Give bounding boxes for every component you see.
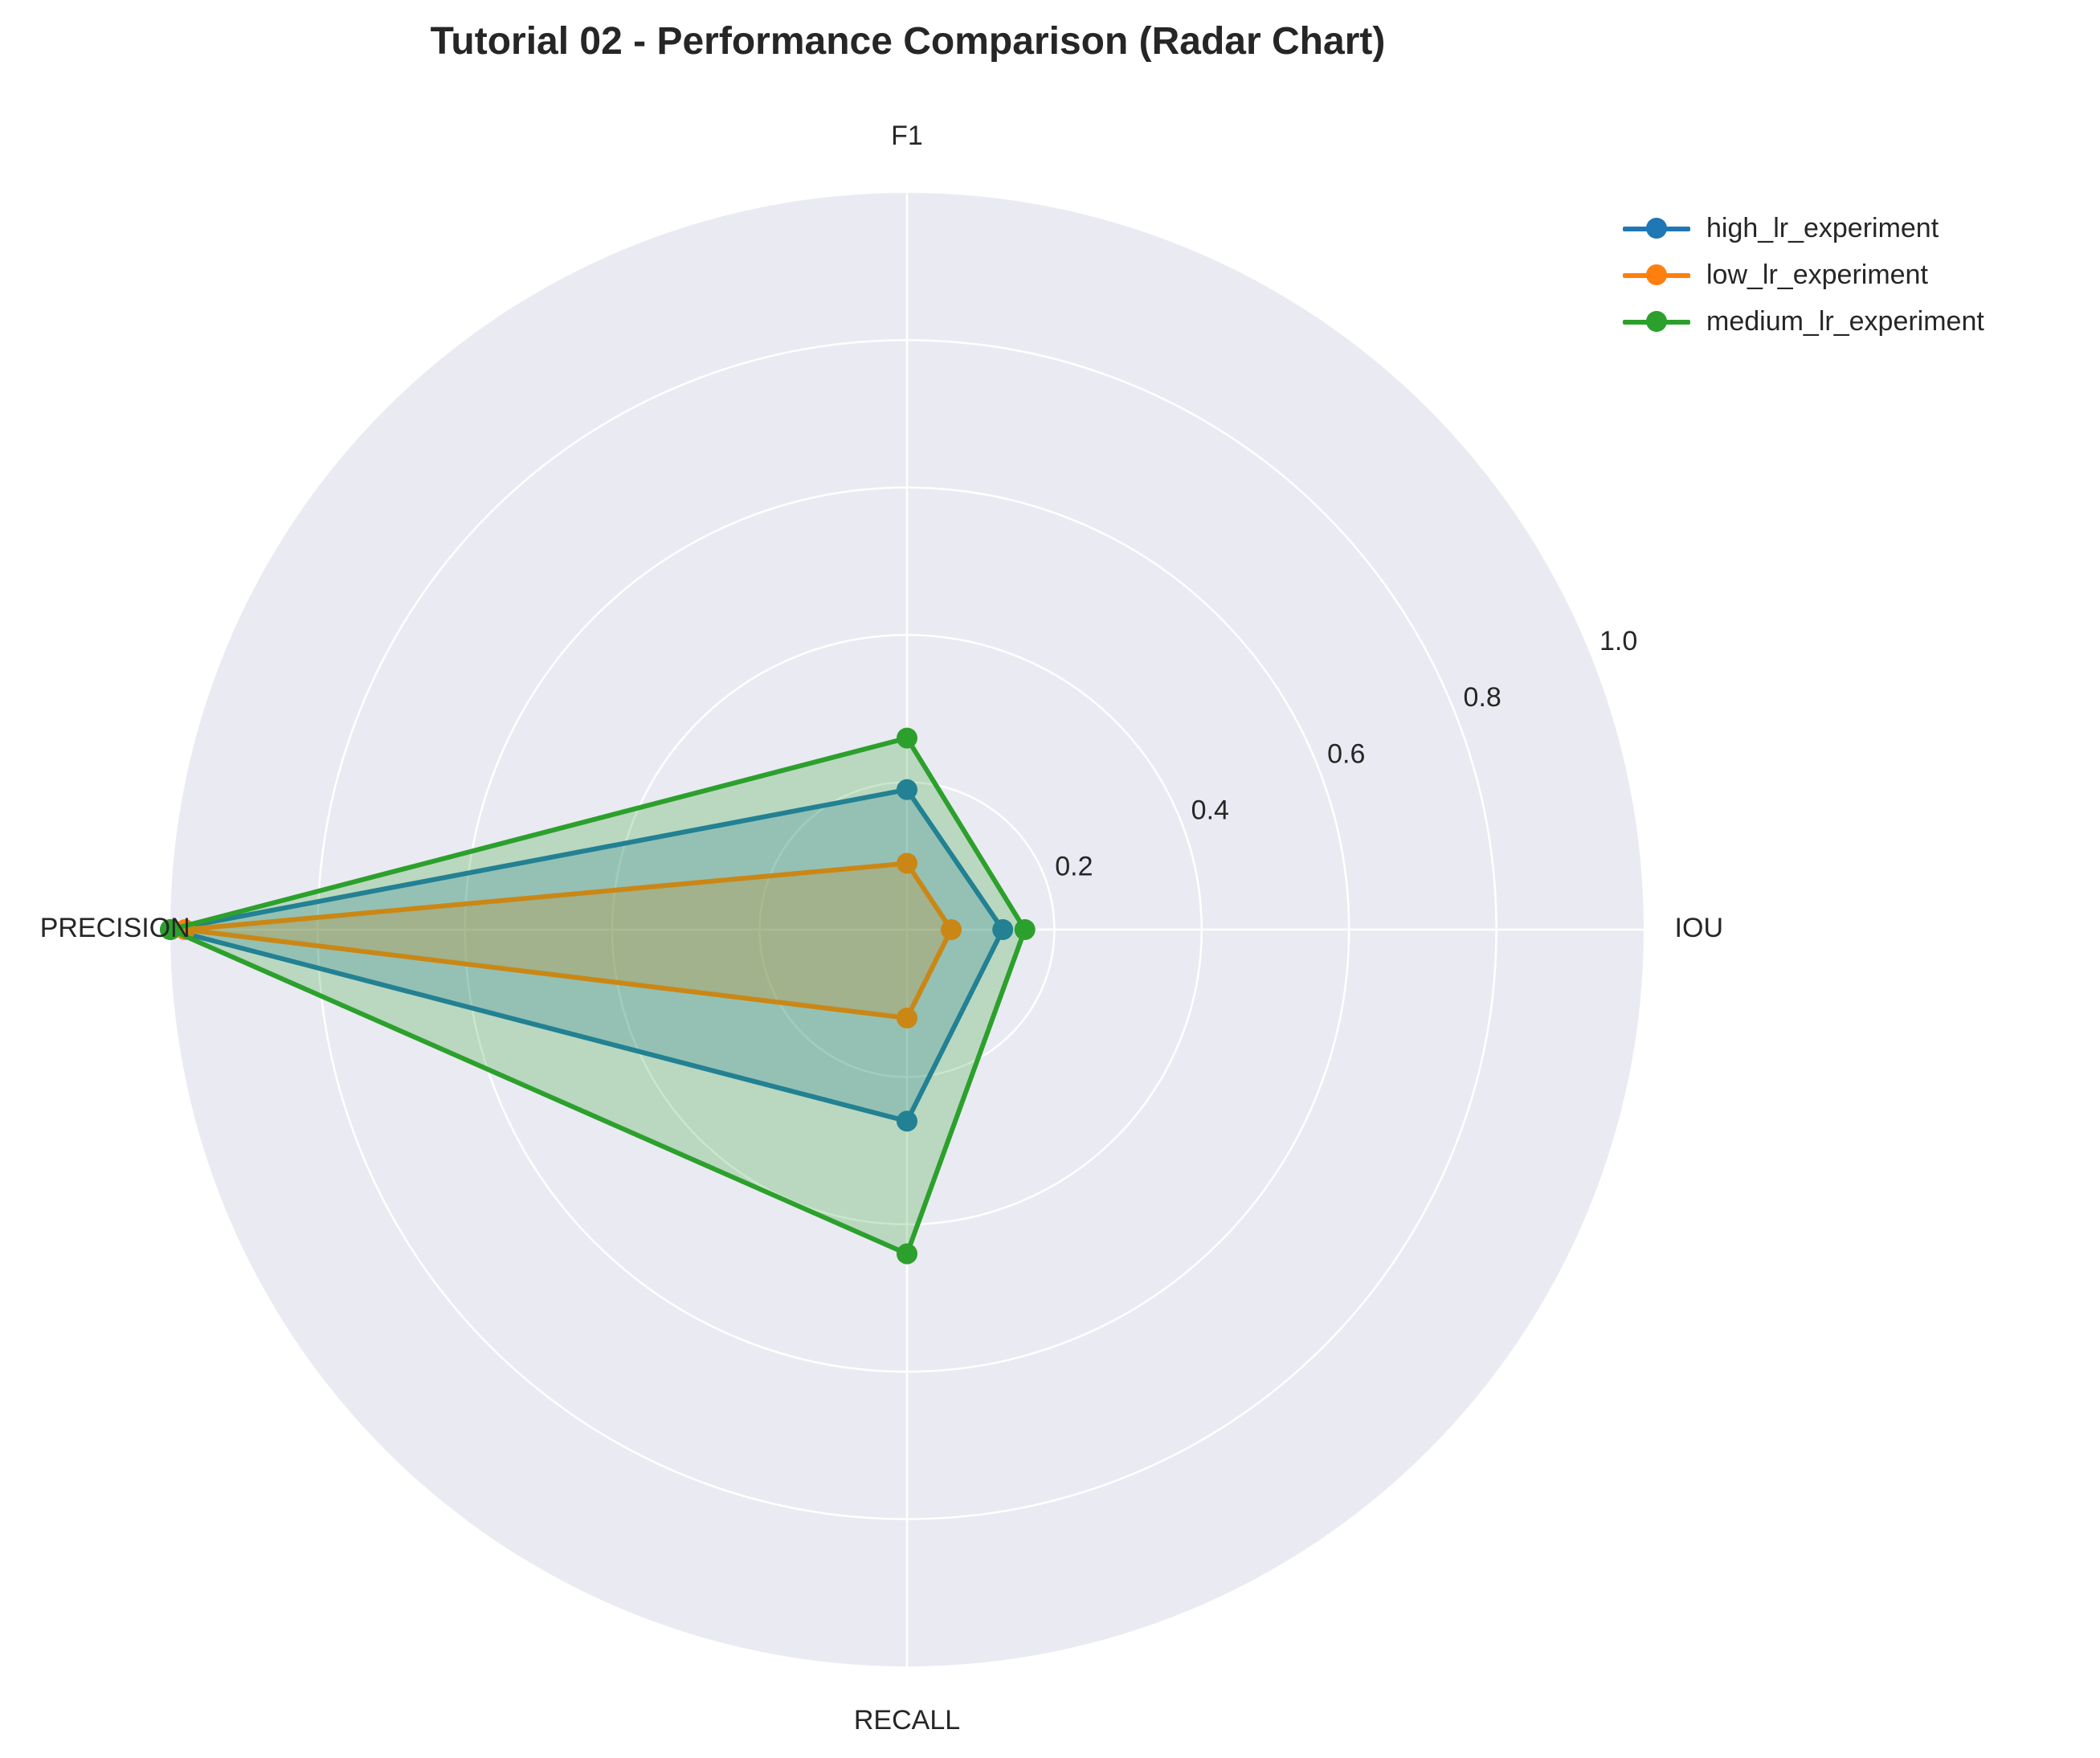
data-point-precision (160, 919, 181, 940)
legend-label: high_lr_experiment (1706, 212, 1939, 243)
legend-marker (1646, 264, 1667, 285)
data-point-f1 (897, 852, 917, 874)
data-point-iou (941, 919, 962, 940)
axis-label-iou: IOU (1675, 913, 1723, 943)
axis-label-recall: RECALL (854, 1705, 960, 1736)
data-point-f1 (897, 727, 917, 749)
legend-item: medium_lr_experiment (1623, 298, 1984, 345)
data-point-iou (1014, 919, 1036, 940)
legend-label: low_lr_experiment (1706, 259, 1928, 290)
legend-item: high_lr_experiment (1623, 205, 1984, 251)
data-point-iou (992, 919, 1014, 940)
legend-swatch (1623, 263, 1690, 287)
data-point-recall (897, 1110, 917, 1132)
chart-title: Tutorial 02 - Performance Comparison (Ra… (430, 20, 1386, 63)
series-layer (160, 727, 1036, 1265)
radial-tick-label: 1.0 (1600, 626, 1637, 656)
axis-label-f1: F1 (891, 121, 923, 151)
radial-tick-labels: 0.2 0.4 0.6 0.8 1.0 (1055, 626, 1637, 882)
legend-label: medium_lr_experiment (1706, 305, 1984, 337)
series-fill (185, 863, 952, 1018)
data-point-recall (897, 1243, 917, 1265)
legend-marker (1646, 218, 1667, 239)
data-point-f1 (897, 779, 917, 800)
radial-tick-label: 0.8 (1464, 682, 1501, 713)
axis-label-precision: PRECISION (40, 913, 190, 943)
axis-labels: IOU F1 PRECISION RECALL (40, 121, 1723, 1736)
legend-marker (1646, 311, 1667, 332)
series-fill (170, 738, 1025, 1254)
radial-tick-label: 0.6 (1327, 738, 1365, 769)
series-medium_lr_experiment (160, 727, 1036, 1265)
data-point-recall (897, 1008, 917, 1029)
radial-tick-label: 0.4 (1191, 795, 1229, 825)
legend-item: low_lr_experiment (1623, 251, 1984, 298)
legend-swatch (1623, 309, 1690, 333)
legend-swatch (1623, 216, 1690, 240)
radial-tick-label: 0.2 (1055, 852, 1093, 882)
